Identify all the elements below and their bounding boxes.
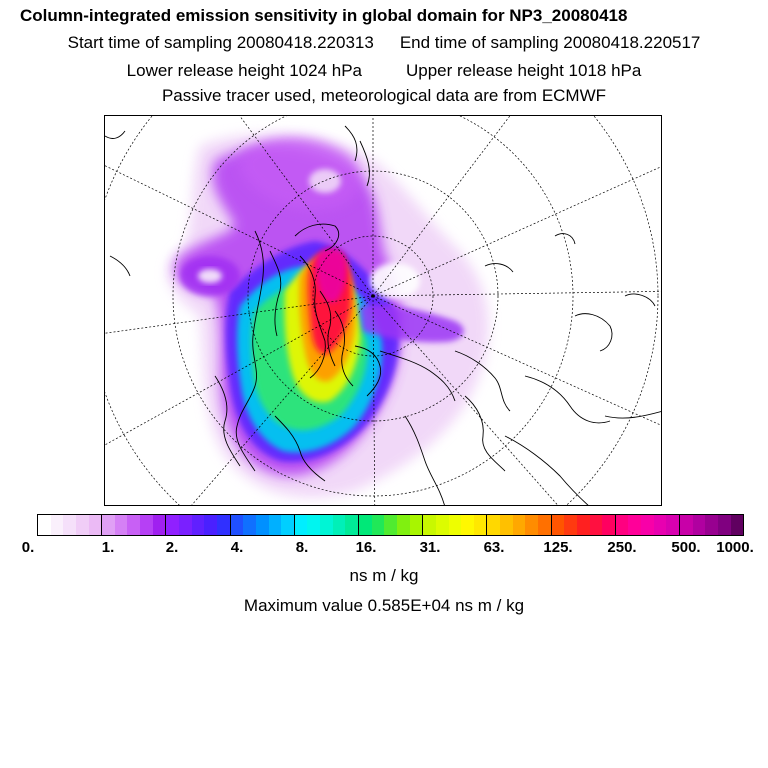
colorbar-segment — [281, 515, 295, 535]
colorbar-segment — [730, 515, 744, 535]
colorbar-segment — [409, 515, 424, 535]
colorbar-tick-label: 0. — [21, 539, 35, 556]
colorbar-segment — [63, 515, 76, 535]
tracer-note: Passive tracer used, meteorological data… — [161, 86, 607, 105]
colorbar-segment — [537, 515, 552, 535]
colorbar-tick-label: 500. — [671, 539, 701, 556]
colorbar-segment — [396, 515, 410, 535]
colorbar-segment — [615, 515, 629, 535]
colorbar-tick-labels: 0. 1. 2. 4. 8. 16. 31. 63. 125. 250. 500… — [0, 539, 768, 559]
colorbar-segment — [717, 515, 731, 535]
colorbar-tick-label: 250. — [607, 539, 637, 556]
colorbar-segment — [320, 515, 333, 535]
colorbar-segment — [525, 515, 538, 535]
colorbar-segment — [641, 515, 654, 535]
maximum-value-label: Maximum value 0.585E+04 ns m / kg — [243, 596, 525, 615]
colorbar-tick-label: 31. — [419, 539, 441, 556]
colorbar-segment — [461, 515, 474, 535]
colorbar-segment — [332, 515, 346, 535]
colorbar-segment — [166, 515, 180, 535]
colorbar-segment — [666, 515, 681, 535]
colorbar-segment — [564, 515, 577, 535]
coastlines — [105, 125, 661, 505]
colorbar-segment — [500, 515, 513, 535]
colorbar-segment — [423, 515, 436, 535]
colorbar-segment — [602, 515, 616, 535]
colorbar-segment — [371, 515, 385, 535]
colorbar-segment — [75, 515, 89, 535]
colorbar-segment — [88, 515, 103, 535]
colorbar-segment — [50, 515, 64, 535]
colorbar-tick-label: 2. — [165, 539, 179, 556]
colorbar-segment — [435, 515, 449, 535]
colorbar-segment — [230, 515, 244, 535]
colorbar-segment — [216, 515, 231, 535]
colorbar-segment — [268, 515, 282, 535]
colorbar-tick-label: 1. — [101, 539, 115, 556]
colorbar-segment — [576, 515, 590, 535]
colorbar-segment — [680, 515, 693, 535]
colorbar-segment — [140, 515, 153, 535]
colorbar-segment — [102, 515, 115, 535]
graticule — [105, 116, 661, 505]
end-time-label: End time of sampling 20080418.220517 — [399, 33, 701, 52]
colorbar-segment — [473, 515, 488, 535]
colorbar-segment — [487, 515, 501, 535]
colorbar-tick-label: 63. — [483, 539, 505, 556]
emission-sensitivity-map — [104, 115, 662, 506]
start-time-label: Start time of sampling 20080418.220313 — [67, 33, 374, 52]
colorbar-segment — [653, 515, 667, 535]
colorbar-segment — [204, 515, 217, 535]
colorbar-segment — [705, 515, 718, 535]
colorbar-segment — [628, 515, 642, 535]
colorbar-tick-label: 125. — [543, 539, 573, 556]
upper-release-label: Upper release height 1018 hPa — [406, 61, 642, 80]
lower-release-label: Lower release height 1024 hPa — [126, 61, 362, 80]
colorbar-segment — [345, 515, 360, 535]
colorbar-segment — [152, 515, 167, 535]
colorbar-segment — [179, 515, 192, 535]
colorbar-segment — [127, 515, 141, 535]
release-heights: Lower release height 1024 hPa Upper relea… — [0, 61, 768, 81]
colorbar — [37, 514, 744, 536]
colorbar-segment — [191, 515, 205, 535]
colorbar-segment — [692, 515, 706, 535]
polar-map-svg — [105, 116, 661, 505]
colorbar-segment — [38, 515, 51, 535]
colorbar-segment — [589, 515, 603, 535]
colorbar-segment — [243, 515, 256, 535]
sensitivity-plume — [167, 134, 489, 498]
colorbar-segment — [294, 515, 308, 535]
colorbar-unit: ns m / kg — [349, 566, 419, 585]
colorbar-tick-label: 16. — [355, 539, 377, 556]
colorbar-segment — [551, 515, 565, 535]
page-title: Column-integrated emission sensitivity i… — [20, 6, 628, 25]
sampling-times: Start time of sampling 20080418.220313 En… — [0, 33, 768, 53]
colorbar-segment — [114, 515, 128, 535]
colorbar-tick-label: 1000. — [716, 539, 754, 556]
colorbar-tick-label: 8. — [295, 539, 309, 556]
colorbar-segment — [384, 515, 397, 535]
colorbar-segment — [359, 515, 372, 535]
colorbar-tick-label: 4. — [230, 539, 244, 556]
colorbar-segment — [307, 515, 321, 535]
colorbar-segment — [255, 515, 269, 535]
colorbar-segment — [512, 515, 526, 535]
colorbar-segment — [448, 515, 462, 535]
